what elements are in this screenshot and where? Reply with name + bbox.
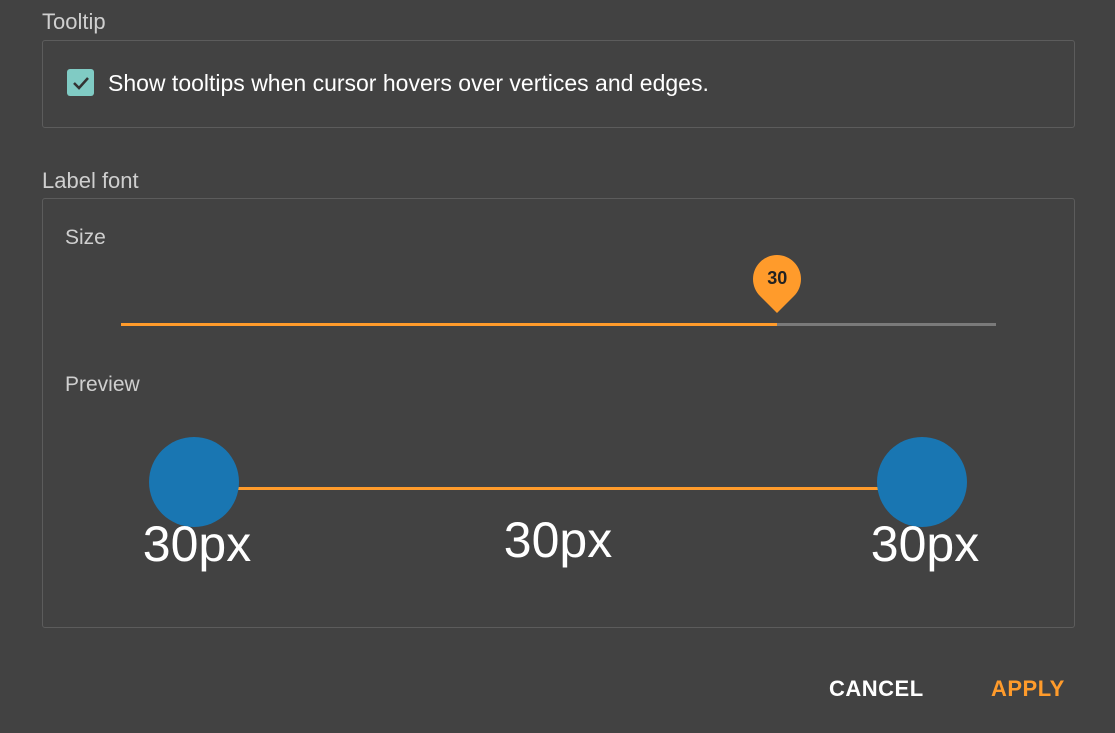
tooltip-checkbox[interactable]: [67, 69, 94, 96]
tooltip-section-label: Tooltip: [42, 9, 106, 34]
slider-thumb[interactable]: 30: [752, 255, 802, 315]
preview-vertex-left: [149, 437, 239, 527]
slider-fill: [121, 323, 778, 326]
tooltip-checkbox-label[interactable]: Show tooltips when cursor hovers over ve…: [108, 70, 709, 96]
tooltip-box: Show tooltips when cursor hovers over ve…: [42, 40, 1075, 128]
apply-button[interactable]: APPLY: [991, 676, 1065, 701]
checkmark-icon: [72, 76, 89, 90]
preview-vertex-right-label: 30px: [870, 516, 980, 572]
preview-vertex-left-label: 30px: [142, 516, 252, 572]
preview-edge-label: 30px: [503, 512, 613, 568]
size-slider[interactable]: [121, 323, 996, 326]
cancel-button[interactable]: CANCEL: [829, 676, 924, 701]
preview-vertex-right: [877, 437, 967, 527]
slider-value: 30: [767, 268, 788, 288]
size-label: Size: [65, 226, 106, 249]
slider-value-pin-icon: [753, 255, 802, 313]
preview-edge: [195, 487, 922, 490]
label-font-section-label: Label font: [42, 168, 139, 193]
label-font-box: Size 30 Preview 30px 30px 30px: [42, 198, 1075, 628]
preview-label: Preview: [65, 373, 140, 396]
